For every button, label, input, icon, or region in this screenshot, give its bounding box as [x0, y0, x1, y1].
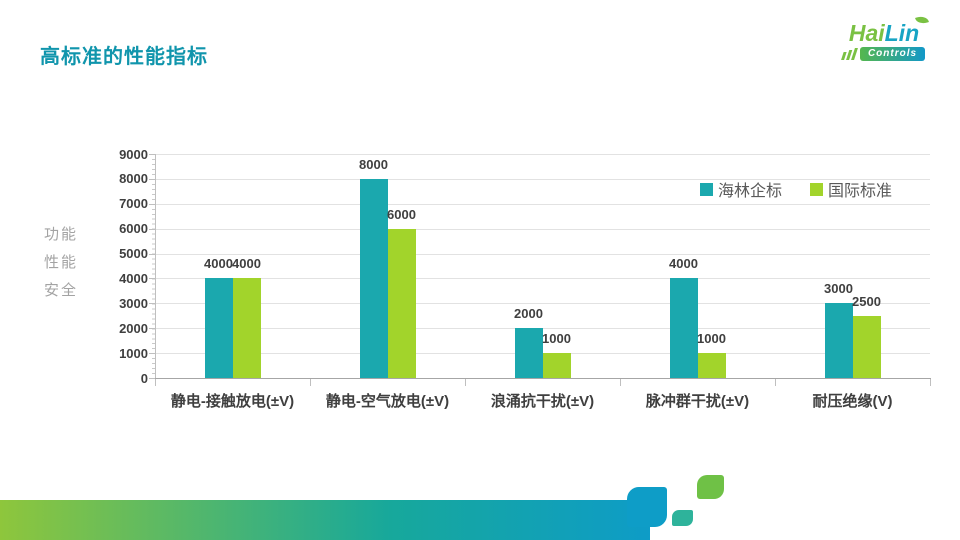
- y-axis-tick: [149, 353, 155, 355]
- y-tick-label: 7000: [119, 196, 148, 212]
- grid-line: [156, 203, 930, 205]
- x-axis-tick: [155, 379, 156, 386]
- legend-item: 海林企标: [700, 177, 782, 201]
- y-axis-title: 功能 性能 安全: [44, 221, 78, 305]
- bar-value-label: 2500: [852, 293, 881, 309]
- bar: [669, 278, 698, 378]
- bar: [824, 303, 853, 378]
- bar-value-label: 2000: [514, 306, 543, 322]
- y-tick-label: 0: [140, 370, 148, 386]
- y-tick-label: 9000: [119, 146, 148, 162]
- bar: [359, 178, 388, 378]
- y-axis-title-line: 性能: [44, 254, 79, 271]
- legend-label: 国际标准: [828, 183, 893, 200]
- logo-subline: Controls: [834, 47, 934, 61]
- x-axis-tick: [465, 379, 466, 386]
- footer-square-green: [697, 475, 724, 499]
- footer-gradient-bar: [0, 500, 650, 540]
- x-axis-tick: [620, 379, 621, 386]
- y-axis-tick: [149, 378, 155, 379]
- x-axis-line: [155, 378, 931, 379]
- legend: 海林企标 国际标准: [700, 177, 892, 201]
- logo-text-lin: Lin: [884, 20, 920, 46]
- footer-square-teal: [672, 510, 693, 526]
- y-tick-label: 5000: [119, 246, 148, 262]
- x-category-label: 静电-接触放电(±V): [170, 393, 295, 410]
- y-axis-tick: [149, 303, 155, 305]
- bar-value-label: 1000: [542, 331, 571, 347]
- grid-line: [156, 328, 930, 330]
- grid-line: [156, 154, 930, 155]
- bar-value-label: 4000: [204, 256, 233, 272]
- y-tick-label: 3000: [119, 295, 148, 311]
- y-axis-tick: [149, 203, 155, 205]
- bar-value-label: 4000: [669, 256, 698, 272]
- footer-square-blue: [627, 487, 667, 527]
- bar: [514, 328, 543, 378]
- legend-item: 国际标准: [810, 177, 892, 201]
- bar-value-label: 6000: [387, 206, 416, 222]
- x-axis-tick: [310, 379, 311, 386]
- bar-value-label: 4000: [232, 256, 261, 272]
- x-category-label: 浪涌抗干扰(±V): [490, 393, 595, 410]
- x-category-label: 脉冲群干扰(±V): [645, 393, 750, 410]
- bar-value-label: 3000: [824, 281, 853, 297]
- y-axis-tick: [149, 278, 155, 280]
- grid-line: [156, 303, 930, 305]
- bar: [852, 315, 881, 378]
- logo-bars-icon: [840, 48, 858, 60]
- x-category-label: 耐压绝缘(V): [812, 393, 893, 410]
- bar: [204, 278, 233, 378]
- y-tick-label: 8000: [119, 171, 148, 187]
- x-category-label: 静电-空气放电(±V): [325, 393, 450, 410]
- y-axis-tick: [149, 154, 155, 155]
- y-axis-tick: [149, 178, 155, 180]
- y-axis-minor-ticks: [152, 154, 155, 378]
- grid-line: [156, 178, 930, 180]
- bar: [232, 278, 261, 378]
- grid-line: [156, 278, 930, 280]
- bar: [697, 353, 726, 378]
- y-axis-title-line: 安全: [44, 282, 79, 299]
- bar-value-label: 1000: [697, 331, 726, 347]
- y-tick-label: 4000: [119, 270, 148, 286]
- bar-value-label: 8000: [359, 156, 388, 172]
- logo-text-hai: Hai: [848, 20, 885, 46]
- x-axis-tick: [930, 379, 931, 386]
- logo-wordmark: HaiLin: [834, 14, 934, 46]
- plot-area: 0 1000 2000 3000 4000 5000 6000 7000 8000 9000 400…: [119, 147, 931, 410]
- y-axis-line: [155, 154, 156, 384]
- x-axis-tick: [775, 379, 776, 386]
- page-title: 高标准的性能指标: [40, 46, 208, 68]
- legend-swatch: [810, 182, 824, 196]
- y-axis-tick: [149, 228, 155, 230]
- y-tick-label: 6000: [119, 221, 148, 237]
- legend-label: 海林企标: [718, 183, 783, 200]
- bar: [542, 353, 571, 378]
- y-tick-label: 2000: [119, 320, 148, 336]
- y-axis-tick: [149, 328, 155, 330]
- hailin-logo: HaiLin Controls: [834, 14, 934, 61]
- y-axis-tick: [149, 253, 155, 255]
- y-tick-label: 1000: [119, 345, 148, 361]
- legend-swatch: [700, 182, 713, 196]
- bar: [387, 228, 416, 378]
- y-axis-title-line: 功能: [44, 226, 79, 243]
- grid-line: [156, 253, 930, 255]
- grid-line: [156, 228, 930, 230]
- logo-subtext: Controls: [859, 47, 926, 61]
